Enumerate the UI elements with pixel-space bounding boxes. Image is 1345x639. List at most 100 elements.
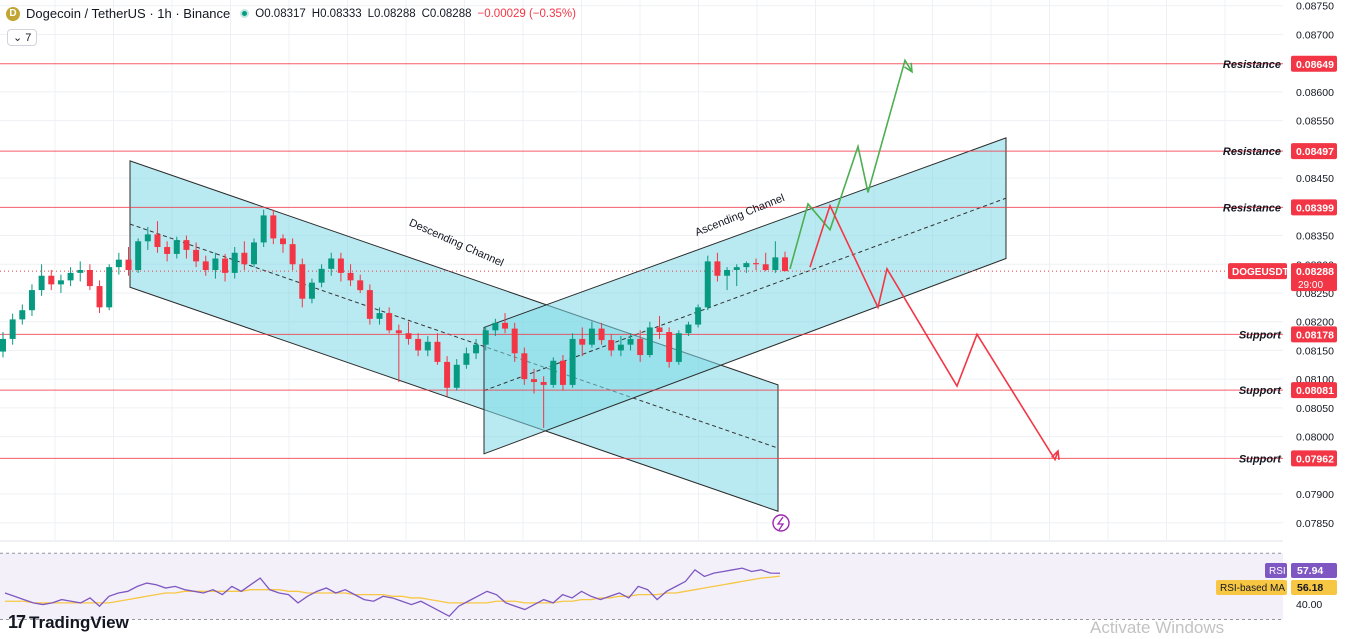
candle-body xyxy=(38,275,45,291)
candle-body xyxy=(222,258,229,273)
level-price-value: 0.07962 xyxy=(1296,453,1334,465)
candle-body xyxy=(57,280,64,285)
candle-body xyxy=(598,328,605,341)
tradingview-logo[interactable]: 17 TradingView xyxy=(8,612,129,633)
candle-body xyxy=(231,252,238,273)
candle-body xyxy=(395,330,402,334)
candle-body xyxy=(675,333,682,362)
rsi-tag-label: RSI xyxy=(1269,566,1286,577)
candle-body xyxy=(357,280,364,291)
level-price-tag xyxy=(1291,55,1337,72)
level-price-value: 0.08081 xyxy=(1296,385,1334,397)
candle-body xyxy=(386,313,393,331)
candle-body xyxy=(405,333,412,339)
rsi-pane: 40.00 RSI 57.94 RSI-based MA 56.18 xyxy=(0,540,1337,620)
candle-body xyxy=(656,327,663,333)
level-price-tag xyxy=(1291,450,1337,467)
close-value: C0.08288 xyxy=(421,7,472,20)
candle-body xyxy=(685,324,692,334)
candle-body xyxy=(19,310,26,320)
candle-body xyxy=(637,338,644,356)
price-tick-label: 0.08600 xyxy=(1296,87,1334,99)
price-tick-label: 0.07850 xyxy=(1296,518,1334,530)
bearish-projection-path-arrowhead xyxy=(1051,449,1060,460)
rsi-value-tag xyxy=(1291,563,1337,578)
candle-body xyxy=(125,259,132,270)
candle-body xyxy=(540,382,547,385)
symbol-title[interactable]: Dogecoin / TetherUS · 1h · Binance xyxy=(26,6,231,21)
price-tick-label: 0.08450 xyxy=(1296,173,1334,185)
indicators-toggle-button[interactable]: ⌄ 7 xyxy=(7,29,38,46)
candle-body xyxy=(115,259,122,268)
candle-body xyxy=(627,338,634,345)
candle-body xyxy=(492,322,499,331)
candle-body xyxy=(202,261,209,270)
candle-body xyxy=(48,275,55,285)
candle-body xyxy=(328,258,335,269)
candle-body xyxy=(482,330,489,345)
level-label: Resistance xyxy=(1223,202,1281,214)
candle-body xyxy=(135,241,142,270)
candle-body xyxy=(704,261,711,308)
candle-body xyxy=(415,338,422,351)
level-label: Support xyxy=(1239,329,1282,341)
price-tick-label: 0.08000 xyxy=(1296,432,1334,444)
candle-body xyxy=(453,364,460,388)
ohlc-values: O0.08317 H0.08333 L0.08288 C0.08288 −0.0… xyxy=(255,8,576,20)
candle-body xyxy=(473,344,480,354)
level-label: Resistance xyxy=(1223,146,1281,158)
candle-body xyxy=(212,258,219,270)
candle-body xyxy=(463,353,470,365)
symbol-tag xyxy=(1228,263,1287,280)
candle-body xyxy=(251,242,258,265)
candle-body xyxy=(579,338,586,345)
price-tick-label: 0.08200 xyxy=(1296,317,1334,329)
level-price-value: 0.08649 xyxy=(1296,59,1334,71)
candle-body xyxy=(279,238,286,245)
tradingview-logo-mark: 17 xyxy=(8,612,26,632)
rsi-tag xyxy=(1265,563,1287,578)
candle-body xyxy=(608,340,615,351)
candle-body xyxy=(28,290,35,311)
level-price-tag xyxy=(1291,199,1337,216)
candle-body xyxy=(106,267,113,308)
level-price-value: 0.08399 xyxy=(1296,202,1334,214)
flash-icon-bolt xyxy=(776,516,785,531)
level-price-value: 0.08497 xyxy=(1296,146,1334,158)
candle-body xyxy=(86,270,93,287)
candle-body xyxy=(762,264,769,270)
candle-body xyxy=(743,263,750,268)
symbol-tag-label: DOGEUSDT xyxy=(1232,267,1289,278)
dogecoin-icon: D xyxy=(6,6,20,21)
candle-body xyxy=(753,263,760,265)
candle-body xyxy=(588,328,595,345)
candle-body xyxy=(270,215,277,239)
rsi-value: 57.94 xyxy=(1297,565,1323,577)
candle-body xyxy=(299,264,306,299)
price-tick-label: 0.08350 xyxy=(1296,231,1334,243)
candle-body xyxy=(77,270,84,273)
rsi-line xyxy=(4,567,781,617)
candle-body xyxy=(376,313,383,319)
level-price-value: 0.08178 xyxy=(1296,329,1334,341)
bearish-projection-path xyxy=(809,203,1059,462)
candle-body xyxy=(0,338,6,352)
support-resistance-levels xyxy=(0,63,1283,459)
projection-paths xyxy=(789,58,1060,462)
rsi-tick-label: 40.00 xyxy=(1296,599,1322,611)
candle-body xyxy=(434,341,441,362)
level-label: Support xyxy=(1239,453,1282,465)
chart-header: D Dogecoin / TetherUS · 1h · Binance O0.… xyxy=(6,6,576,21)
candle-body xyxy=(569,338,576,385)
candle-body xyxy=(260,215,267,243)
windows-activation-watermark: Activate Windows xyxy=(1090,618,1225,637)
candle-body xyxy=(782,257,788,272)
candle-body xyxy=(308,282,315,299)
candle-body xyxy=(347,272,354,281)
candle-body xyxy=(337,258,344,273)
current-price-tag xyxy=(1291,263,1337,292)
bullish-projection-path xyxy=(789,58,913,270)
candles xyxy=(0,209,788,428)
current-price-value: 0.08288 xyxy=(1296,266,1334,278)
